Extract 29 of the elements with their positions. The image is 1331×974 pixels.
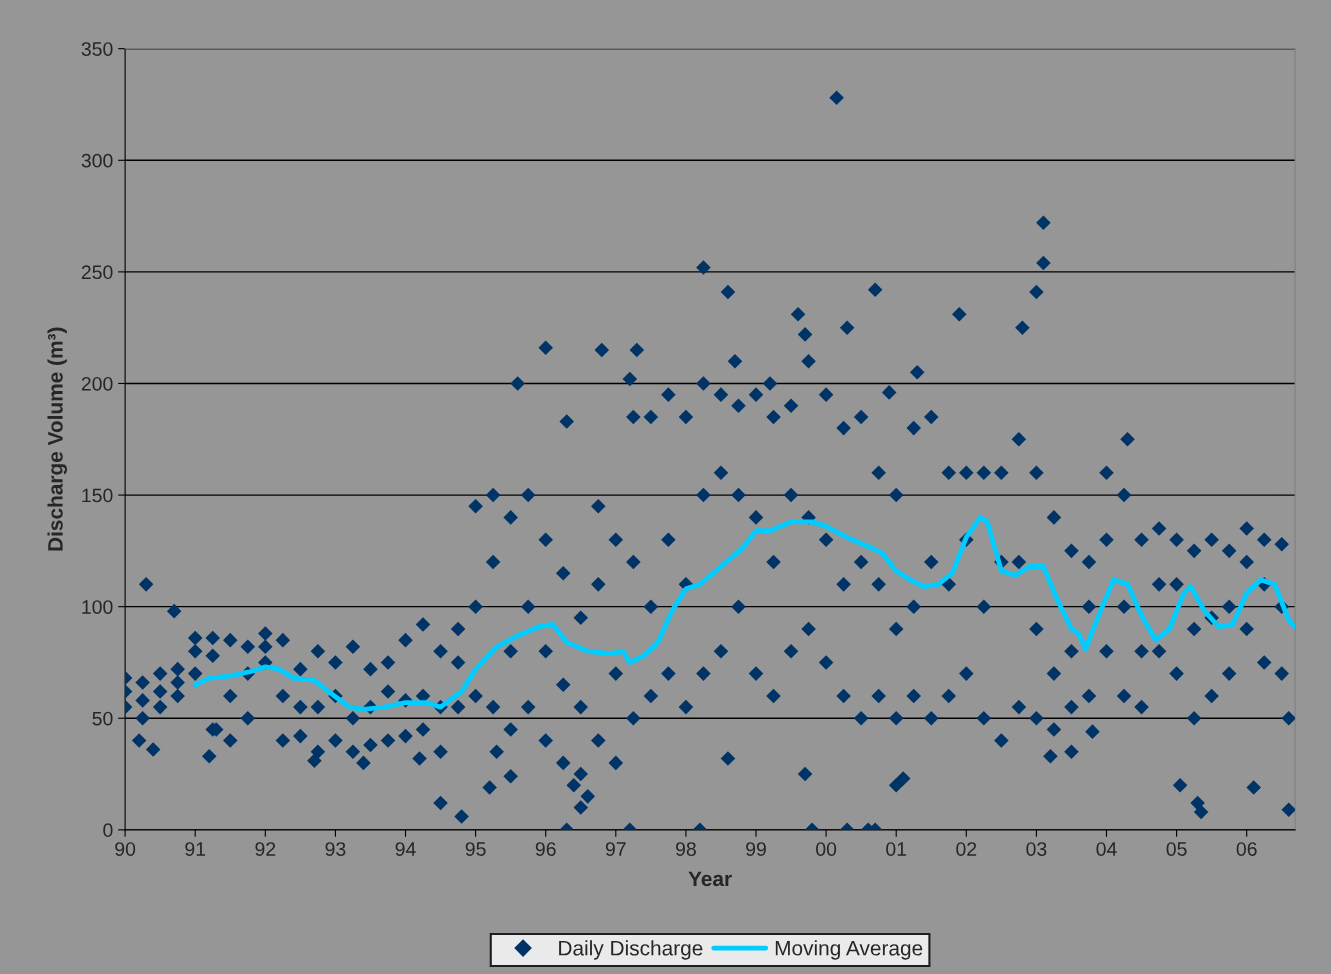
y-tick-label: 250 <box>81 265 113 280</box>
x-tick-label: 90 <box>115 842 136 856</box>
y-tick-label: 150 <box>82 488 113 503</box>
x-tick-label: 02 <box>956 842 977 856</box>
legend-label: Daily Discharge <box>559 940 703 960</box>
x-tick-label: 95 <box>465 842 486 856</box>
x-tick-label: 93 <box>325 842 346 856</box>
y-tick-label: 50 <box>92 711 113 726</box>
x-tick-label: 01 <box>886 842 907 856</box>
x-tick-label: 99 <box>746 842 766 856</box>
x-tick-label: 91 <box>185 842 206 856</box>
x-tick-label: 05 <box>1166 842 1187 856</box>
y-tick-label: 300 <box>81 153 113 168</box>
x-tick-label: 04 <box>1096 842 1117 856</box>
y-tick-label: 0 <box>103 823 113 838</box>
legend-label: Moving Average <box>775 940 923 960</box>
y-tick-label: 100 <box>82 600 113 614</box>
x-tick-label: 03 <box>1026 842 1047 856</box>
x-axis-title: Year <box>688 871 732 887</box>
x-tick-label: 92 <box>255 842 276 856</box>
y-axis-title: Discharge Volume (m³) <box>47 327 67 551</box>
x-tick-label: 96 <box>535 842 556 856</box>
x-tick-label: 97 <box>605 842 626 856</box>
x-tick-label: 94 <box>395 842 416 856</box>
x-tick-label: 98 <box>676 842 696 856</box>
y-tick-label: 350 <box>81 42 113 56</box>
x-tick-label: 00 <box>816 842 837 856</box>
y-tick-label: 200 <box>81 376 113 391</box>
x-tick-label: 06 <box>1236 842 1257 856</box>
